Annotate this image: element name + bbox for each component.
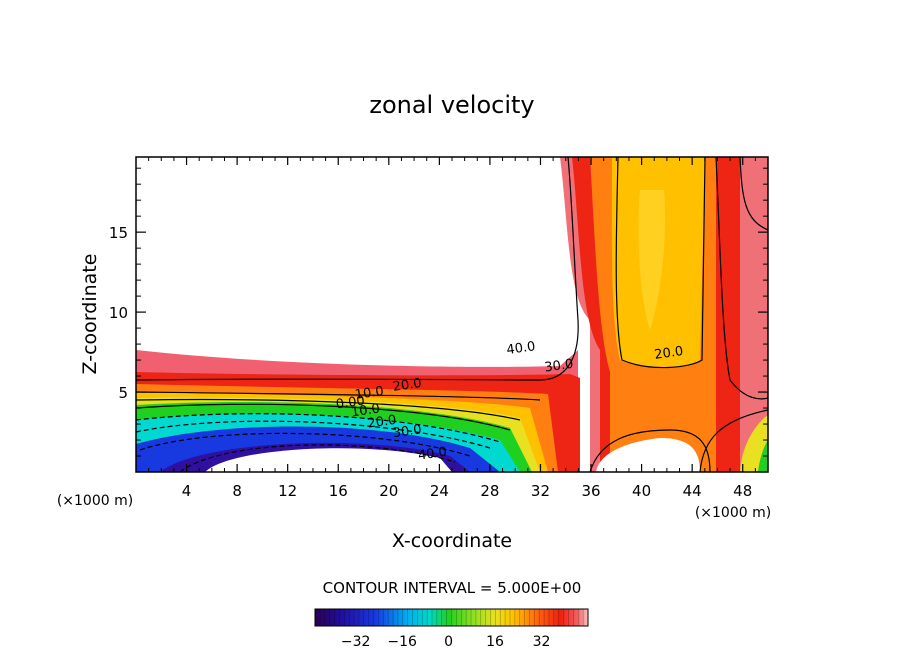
jet-core-white — [205, 448, 452, 472]
contour-label: 40.0 — [417, 445, 448, 464]
y-tick-label: 15 — [109, 224, 128, 242]
x-tick-label: 32 — [531, 482, 550, 500]
contour-label: 10.0 — [354, 384, 385, 403]
x-tick-label: 28 — [480, 482, 499, 500]
x-axis-label: X-coordinate — [392, 530, 512, 552]
x-tick-label: 4 — [182, 482, 192, 500]
colorbar-tick-label: −16 — [387, 634, 417, 650]
colorbar-tick-label: 0 — [444, 634, 453, 650]
contour-label: 30.0 — [544, 357, 575, 376]
lower-right-white — [596, 438, 700, 472]
contour-label: 20.0 — [367, 413, 398, 432]
colorbar-tick-label: −32 — [341, 634, 371, 650]
x-tick-label: 20 — [379, 482, 398, 500]
x-unit-right: (×1000 m) — [695, 505, 771, 521]
x-unit-left: (×1000 m) — [57, 493, 133, 509]
x-tick-label: 48 — [733, 482, 752, 500]
x-tick-label: 40 — [632, 482, 651, 500]
contour-label: 40.0 — [506, 339, 537, 358]
contour-interval-text: CONTOUR INTERVAL = 5.000E+00 — [323, 579, 582, 597]
contour-lines — [136, 157, 768, 472]
colorbar-stripes — [319, 609, 584, 626]
colorbar-tick-label: 16 — [486, 634, 504, 650]
contour-label: 30.0 — [392, 422, 423, 441]
contour-label: 20.0 — [654, 344, 685, 363]
column-lightyellow — [638, 190, 666, 330]
contour-label: 10.0 — [350, 402, 381, 421]
colorbar — [314, 608, 589, 627]
y-axis: 5 10 15 — [109, 167, 768, 457]
x-axis: 4 8 12 16 20 24 28 32 36 40 44 48 — [148, 157, 756, 500]
contour-label: 20.0 — [392, 376, 423, 395]
x-tick-label: 36 — [581, 482, 600, 500]
contour-label: 0.00 — [335, 394, 366, 413]
chart-title: zonal velocity — [369, 91, 534, 119]
x-tick-label: 12 — [278, 482, 297, 500]
y-axis-label: Z-coordinate — [79, 254, 101, 375]
x-tick-label: 24 — [430, 482, 449, 500]
y-tick-label: 10 — [109, 304, 128, 322]
y-tick-label: 5 — [118, 384, 128, 402]
colorbar-tick-label: 32 — [533, 634, 551, 650]
colorbar-ticks: −32 −16 0 16 32 — [341, 634, 551, 650]
x-tick-label: 44 — [683, 482, 702, 500]
x-tick-label: 16 — [329, 482, 348, 500]
x-tick-label: 8 — [232, 482, 242, 500]
